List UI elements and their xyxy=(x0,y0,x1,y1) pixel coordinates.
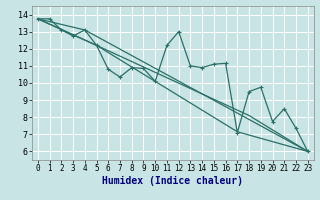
X-axis label: Humidex (Indice chaleur): Humidex (Indice chaleur) xyxy=(102,176,243,186)
